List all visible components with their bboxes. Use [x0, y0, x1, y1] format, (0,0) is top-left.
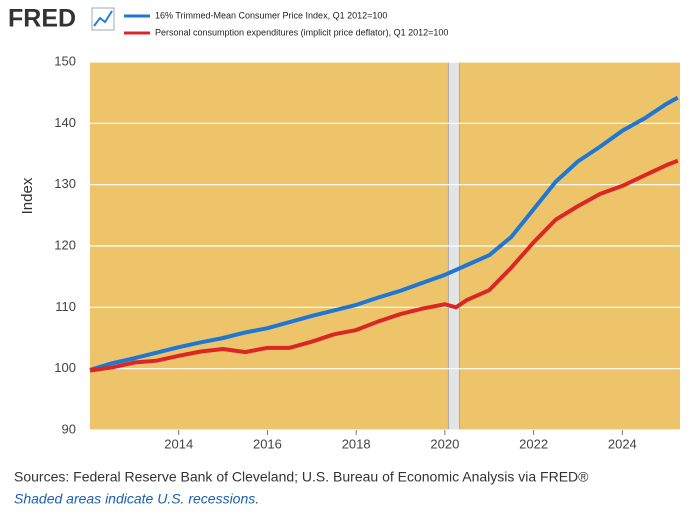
recession-note: Shaded areas indicate U.S. recessions. [14, 491, 259, 507]
x-tick-label: 2014 [164, 436, 193, 451]
y-tick-label: 100 [54, 360, 76, 375]
y-tick-label: 150 [54, 53, 76, 68]
y-tick-label: 110 [55, 299, 76, 314]
x-tick-label: 2024 [608, 436, 637, 451]
y-tick-label: 140 [54, 115, 76, 130]
x-tick-label: 2020 [430, 436, 459, 451]
x-tick-label: 2016 [253, 436, 282, 451]
y-tick-label: 130 [54, 176, 76, 191]
y-tick-label: 90 [62, 421, 76, 436]
x-tick-label: 2018 [342, 436, 371, 451]
logo: FRED [8, 5, 76, 33]
y-axis-label: Index [19, 177, 36, 214]
source: Sources: Federal Reserve Bank of Clevela… [14, 469, 589, 485]
y-tick-label: 120 [54, 237, 76, 252]
logo-icon [91, 7, 115, 31]
x-tick-label: 2022 [519, 436, 548, 451]
series-line [89, 158, 679, 373]
series-line [89, 95, 679, 372]
legend-label: Personal consumption expenditures (impli… [155, 27, 448, 37]
legend-label: 16% Trimmed-Mean Consumer Price Index, Q… [155, 10, 387, 20]
